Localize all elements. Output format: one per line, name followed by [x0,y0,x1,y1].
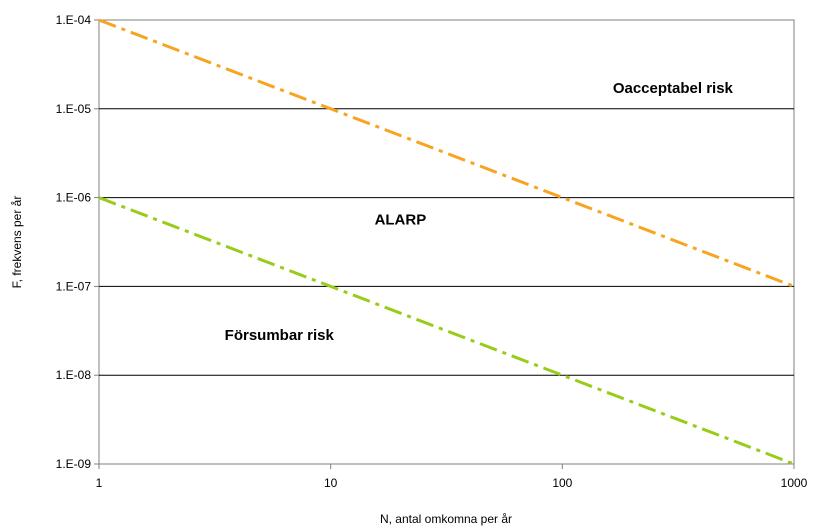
gridlines [99,108,794,376]
y-tick-label: 1.E-05 [56,102,92,116]
x-tick-labels: 1 10 100 1000 [96,476,808,490]
x-axis-title: N, antal omkomna per år [380,512,512,526]
y-tick-label: 1.E-07 [56,279,92,293]
region-labels: Oacceptabel risk ALARP Försumbar risk [225,80,734,344]
region-label: Försumbar risk [225,327,335,344]
x-tick-label: 100 [552,476,572,490]
axis-frame [94,19,795,469]
y-tick-label: 1.E-09 [56,457,92,471]
series-lines [98,18,795,466]
x-tick-label: 1 [96,476,103,490]
region-label: Oacceptabel risk [613,80,734,97]
y-axis-title: F, frekvens per år [10,196,24,289]
region-label: ALARP [375,211,427,228]
x-tick-label: 1000 [781,476,808,490]
series-line-1 [98,18,795,288]
y-tick-label: 1.E-08 [56,368,92,382]
y-tick-label: 1.E-04 [56,13,92,27]
y-tick-labels: 1.E-04 1.E-05 1.E-06 1.E-07 1.E-08 1.E-09 [56,13,92,471]
x-tick-label: 10 [324,476,338,490]
series-line-2 [98,196,795,466]
y-tick-label: 1.E-06 [56,191,92,205]
